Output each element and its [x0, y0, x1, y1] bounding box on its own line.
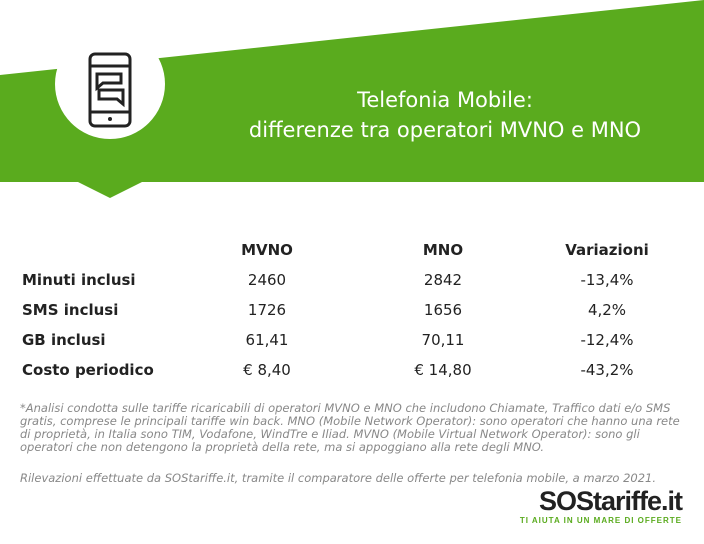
table-cell: 2842: [423, 271, 463, 289]
logo: SOStariffe.it: [538, 486, 683, 516]
row-label: GB inclusi: [22, 331, 106, 349]
row-label: Costo periodico: [22, 361, 154, 379]
logo-tagline: TI AIUTA IN UN MARE DI OFFERTE: [519, 516, 682, 525]
table-cell: -13,4%: [580, 271, 634, 289]
column-header: MNO: [422, 241, 464, 259]
phone-button: [108, 117, 112, 121]
column-header: MVNO: [241, 241, 293, 259]
table-cell: 1726: [247, 301, 287, 319]
banner-cut: [0, 0, 704, 75]
table-cell: 61,41: [245, 331, 289, 349]
footnote: Rilevazioni effettuate da SOStariffe.it,…: [20, 471, 656, 485]
title-line: Telefonia Mobile:: [357, 88, 533, 112]
table-cell: € 8,40: [243, 361, 291, 379]
title-line: differenze tra operatori MVNO e MNO: [248, 118, 642, 142]
table-cell: 70,11: [421, 331, 465, 349]
table-cell: -12,4%: [580, 331, 634, 349]
footnote: *Analisi condotta sulle tariffe ricarica…: [20, 401, 680, 454]
table-cell: 2460: [247, 271, 287, 289]
column-header: Variazioni: [565, 241, 649, 259]
table-cell: 1656: [423, 301, 463, 319]
banner-pointer: [78, 182, 142, 198]
table-cell: -43,2%: [580, 361, 634, 379]
phone-icon: [88, 52, 132, 128]
table-cell: 4,2%: [587, 301, 627, 319]
table-cell: € 14,80: [414, 361, 472, 379]
row-label: Minuti inclusi: [22, 271, 136, 289]
row-label: SMS inclusi: [22, 301, 119, 319]
